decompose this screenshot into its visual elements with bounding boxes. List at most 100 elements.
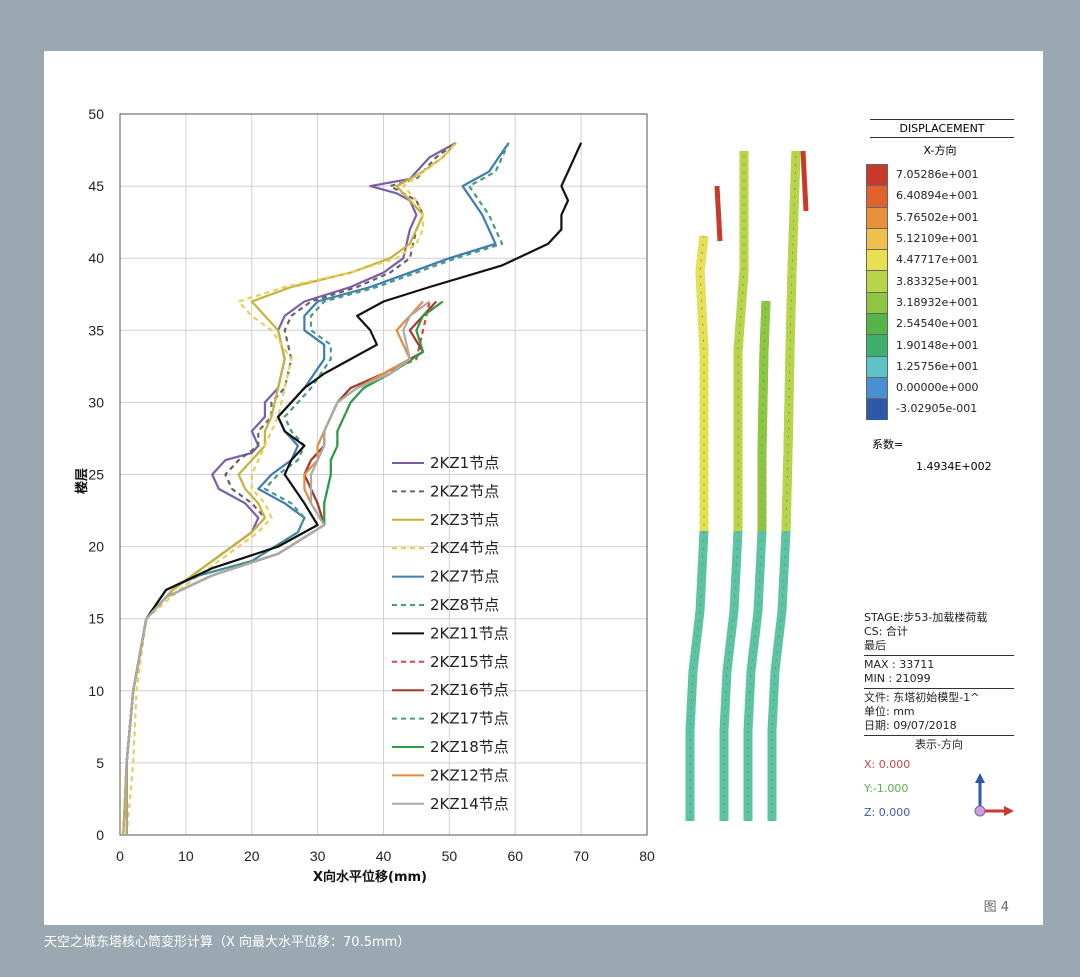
info-y: Y:-1.000 bbox=[864, 782, 909, 795]
figure-panel: 0 10 20 30 40 50 60 70 80 0 5 10 15 20 25 30 35 40 45 50 2K… bbox=[44, 51, 1043, 925]
contour-value-10: 0.00000e+000 bbox=[896, 381, 979, 395]
legend-label-8: 2KZ16节点 bbox=[430, 681, 509, 699]
y-tick-label-10: 50 bbox=[88, 106, 104, 122]
contour-level-8: 1.90148e+001 bbox=[866, 334, 1014, 356]
series-line-6 bbox=[125, 142, 583, 835]
contour-level-10: 0.00000e+000 bbox=[866, 376, 1014, 399]
series-line-12 bbox=[125, 300, 431, 835]
model-hotspot-1 bbox=[800, 150, 809, 212]
contour-coef-label: 系数= bbox=[872, 437, 904, 451]
contour-level-4: 4.47717e+001 bbox=[866, 249, 1014, 271]
contour-value-11: -3.02905e-001 bbox=[896, 402, 978, 416]
x-tick-label-2: 20 bbox=[244, 848, 260, 864]
contour-level-9: 1.25756e+001 bbox=[866, 355, 1014, 377]
series-line-7 bbox=[125, 301, 431, 835]
model-column-upper-1 bbox=[733, 151, 749, 531]
series-line-10 bbox=[125, 300, 444, 835]
chart-axes: 0 10 20 30 40 50 60 70 80 0 5 10 15 20 25 30 35 40 45 50 bbox=[88, 106, 655, 864]
x-tick-label-7: 70 bbox=[573, 848, 589, 864]
contour-level-7: 2.54540e+001 bbox=[866, 313, 1014, 335]
contour-swatch-3 bbox=[866, 227, 888, 250]
x-tick-label-6: 60 bbox=[507, 848, 523, 864]
contour-coef-value: 1.4934E+002 bbox=[916, 459, 992, 473]
info-file: 文件: 东塔初始模型-1^ bbox=[864, 691, 980, 704]
y-tick-label-6: 30 bbox=[88, 394, 104, 410]
axis-triad-icon bbox=[974, 773, 1014, 817]
x-axis-label: X向水平位移(mm) bbox=[313, 869, 427, 885]
plot-frame bbox=[119, 113, 648, 836]
contour-level-6: 3.18932e+001 bbox=[866, 291, 1014, 314]
contour-legend-title: DISPLACEMENT bbox=[870, 119, 1014, 138]
x-tick-label-0: 0 bbox=[116, 848, 124, 864]
chart-legend: 2KZ1节点 2KZ2节点 2KZ3节点 2KZ4节点 2KZ7节点 2KZ8节点 2KZ1… bbox=[392, 454, 509, 813]
contour-value-0: 7.05286e+001 bbox=[896, 168, 979, 182]
x-tick-label-8: 80 bbox=[639, 848, 655, 864]
contour-swatch-8 bbox=[866, 334, 888, 356]
y-tick-label-4: 20 bbox=[88, 539, 104, 555]
legend-label-5: 2KZ8节点 bbox=[430, 596, 499, 614]
contour-value-5: 3.83325e+001 bbox=[896, 274, 979, 288]
legend-label-3: 2KZ4节点 bbox=[430, 539, 499, 557]
info-date: 日期: 09/07/2018 bbox=[864, 719, 957, 732]
x-tick-label-3: 30 bbox=[310, 848, 326, 864]
model-column-upper-0 bbox=[695, 235, 709, 531]
info-cs: CS: 合计 bbox=[864, 625, 908, 638]
model-column-upper-3 bbox=[781, 150, 801, 532]
model-column-upper-2 bbox=[757, 300, 771, 531]
series-line-2 bbox=[122, 142, 457, 836]
contour-swatch-0 bbox=[866, 164, 888, 186]
contour-level-5: 3.83325e+001 bbox=[866, 270, 1014, 292]
y-axis-label: 楼层 bbox=[74, 468, 90, 494]
displacement-chart: 0 10 20 30 40 50 60 70 80 0 5 10 15 20 25 30 35 40 45 50 2K… bbox=[74, 106, 1014, 885]
contour-swatch-10 bbox=[866, 376, 888, 399]
contour-swatch-4 bbox=[866, 249, 888, 271]
legend-label-2: 2KZ3节点 bbox=[430, 511, 499, 529]
info-stage: STAGE:步53-加载楼荷载 bbox=[864, 611, 988, 624]
y-tick-label-7: 35 bbox=[88, 322, 104, 338]
contour-value-2: 5.76502e+001 bbox=[896, 210, 979, 224]
contour-swatch-6 bbox=[866, 291, 888, 314]
legend-label-0: 2KZ1节点 bbox=[430, 454, 499, 472]
x-tick-label-1: 10 bbox=[178, 848, 194, 864]
legend-label-7: 2KZ15节点 bbox=[430, 653, 509, 671]
y-tick-label-2: 10 bbox=[88, 683, 104, 699]
series-line-11 bbox=[125, 300, 424, 835]
y-tick-label-1: 5 bbox=[96, 755, 104, 771]
contour-value-1: 6.40894e+001 bbox=[896, 189, 979, 203]
contour-value-4: 4.47717e+001 bbox=[896, 253, 979, 267]
contour-level-0: 7.05286e+001 bbox=[866, 164, 1014, 186]
legend-label-9: 2KZ17节点 bbox=[430, 710, 509, 728]
contour-swatch-2 bbox=[866, 206, 888, 228]
series-line-1 bbox=[122, 141, 457, 836]
contour-legend-subtitle: X-方向 bbox=[923, 144, 957, 157]
info-max: MAX : 33711 bbox=[864, 658, 935, 671]
contour-level-3: 5.12109e+001 bbox=[866, 227, 1014, 250]
contour-swatch-9 bbox=[866, 355, 888, 377]
contour-swatch-5 bbox=[866, 270, 888, 292]
info-top: 最后 bbox=[864, 639, 886, 652]
y-tick-label-0: 0 bbox=[96, 827, 104, 843]
info-view-dir: 表示-方向 bbox=[915, 738, 963, 751]
contour-level-2: 5.76502e+001 bbox=[866, 206, 1014, 228]
contour-swatch-11 bbox=[866, 398, 888, 420]
legend-label-6: 2KZ11节点 bbox=[430, 624, 509, 642]
legend-label-1: 2KZ2节点 bbox=[430, 482, 499, 500]
chart-series bbox=[122, 141, 583, 836]
figure-label: 图 4 bbox=[983, 900, 1009, 915]
legend-label-10: 2KZ18节点 bbox=[430, 738, 509, 756]
contour-value-6: 3.18932e+001 bbox=[896, 295, 979, 309]
x-tick-label-5: 50 bbox=[442, 848, 458, 864]
info-z: Z: 0.000 bbox=[864, 806, 911, 819]
contour-swatch-1 bbox=[866, 185, 888, 207]
x-tick-label-4: 40 bbox=[376, 848, 392, 864]
figure-caption: 天空之城东塔核心筒变形计算（X 向最大水平位移：70.5mm） bbox=[44, 935, 411, 950]
info-unit: 单位: mm bbox=[864, 705, 915, 718]
series-line-3 bbox=[125, 142, 457, 836]
y-tick-label-9: 45 bbox=[88, 178, 104, 194]
y-tick-label-5: 25 bbox=[88, 467, 104, 483]
fem-model-view bbox=[685, 150, 809, 821]
contour-value-9: 1.25756e+001 bbox=[896, 359, 979, 373]
contour-value-8: 1.90148e+001 bbox=[896, 338, 979, 352]
legend-label-4: 2KZ7节点 bbox=[430, 568, 499, 586]
contour-swatch-7 bbox=[866, 313, 888, 335]
